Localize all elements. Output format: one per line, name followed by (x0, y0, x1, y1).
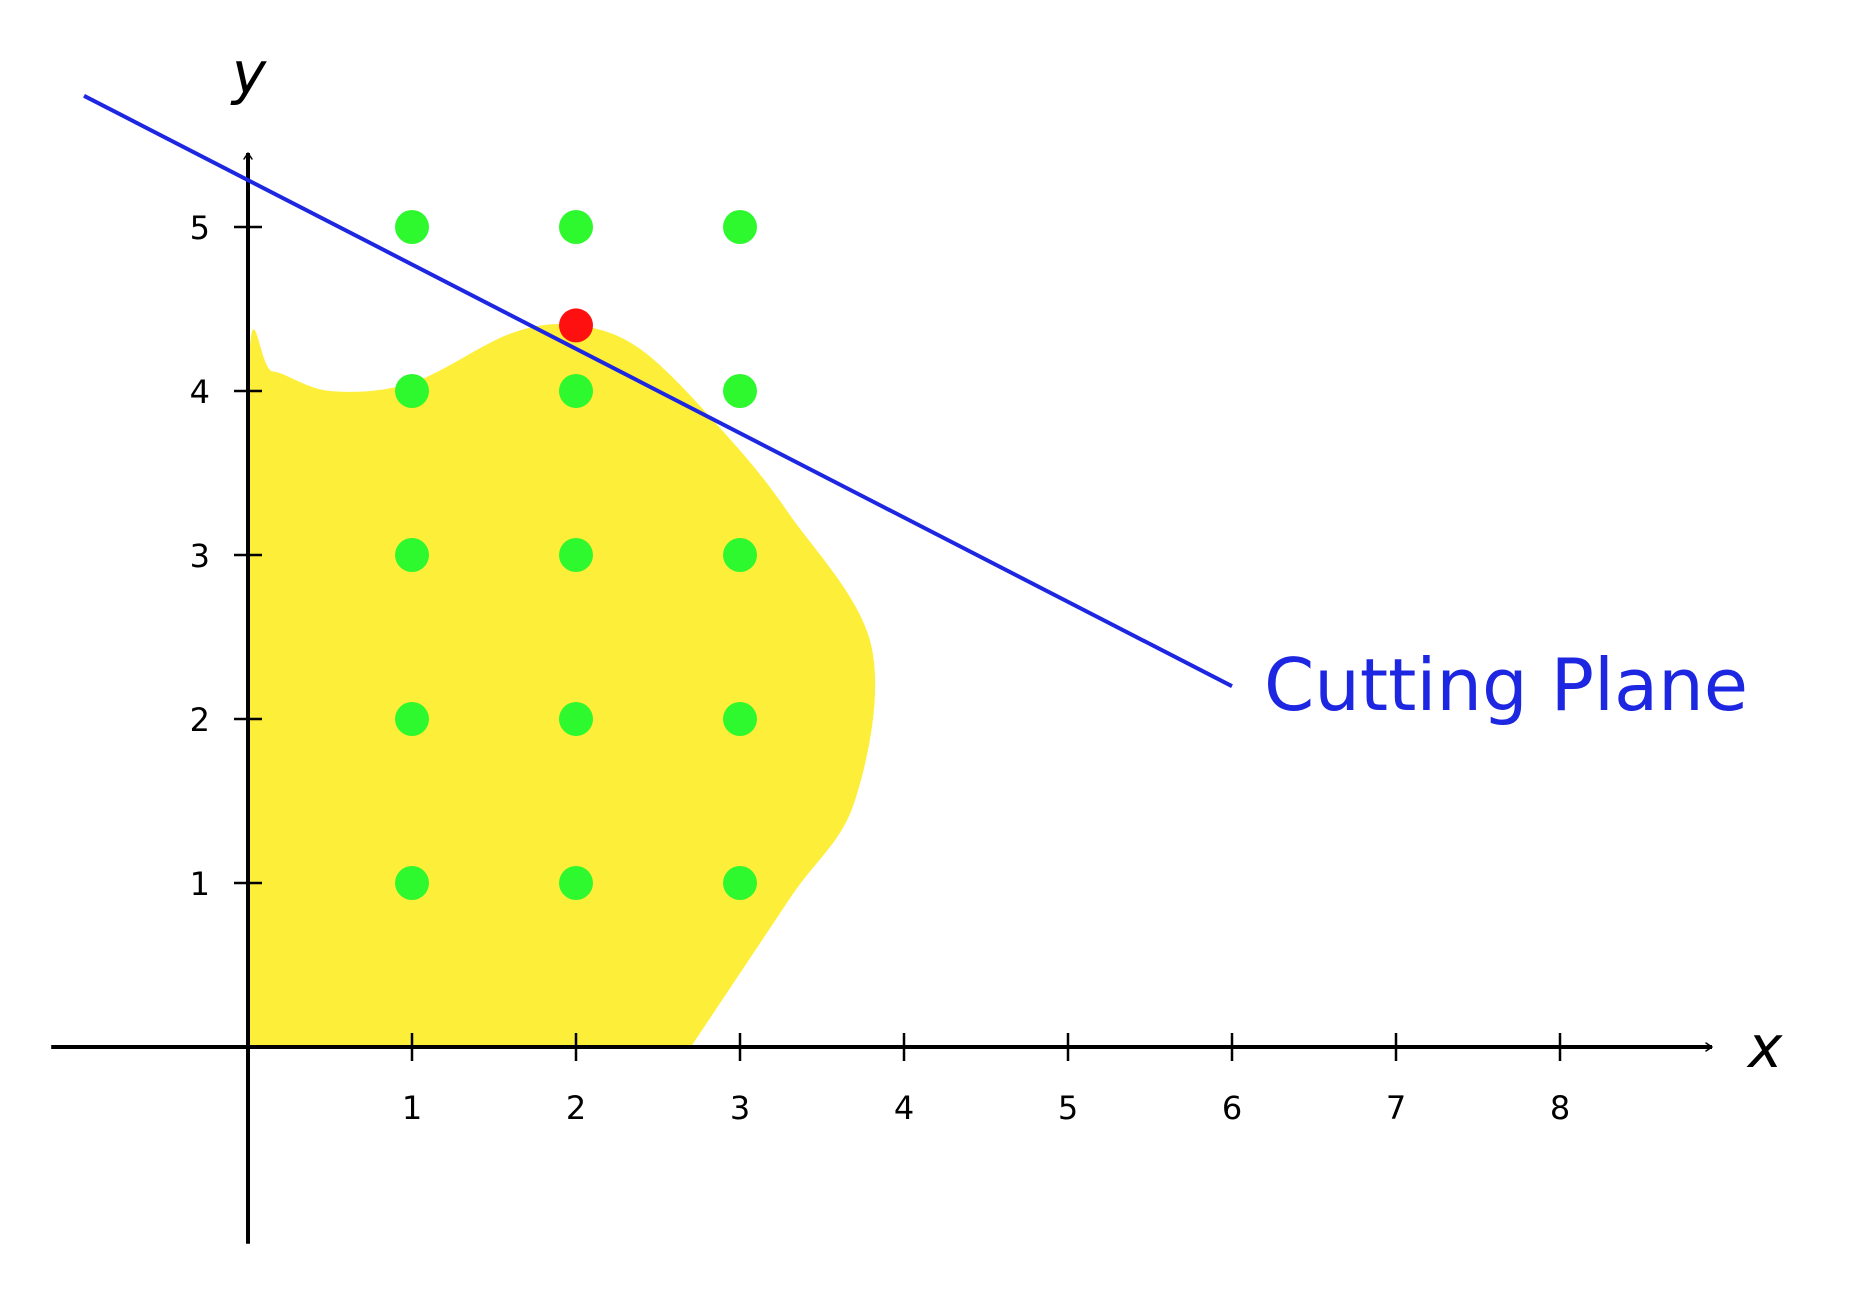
x-tick-label-6: 6 (1222, 1089, 1242, 1127)
integer-point-3-1 (723, 866, 757, 900)
integer-point-1-1 (395, 866, 429, 900)
x-tick-label-7: 7 (1386, 1089, 1406, 1127)
integer-point-3-3 (723, 538, 757, 572)
integer-point-2-4 (559, 374, 593, 408)
integer-point-3-4 (723, 374, 757, 408)
integer-point-2-3 (559, 538, 593, 572)
integer-point-3-5 (723, 210, 757, 244)
integer-point-3-2 (723, 702, 757, 736)
y-tick-label-3: 3 (190, 537, 210, 575)
integer-point-2-5 (559, 210, 593, 244)
integer-point-2-1 (559, 866, 593, 900)
y-tick-label-2: 2 (190, 701, 210, 739)
y-axis-label: y (230, 39, 267, 107)
x-tick-label-5: 5 (1058, 1089, 1078, 1127)
y-tick-label-5: 5 (190, 209, 210, 247)
y-tick-label-1: 1 (190, 865, 210, 903)
x-tick-label-8: 8 (1550, 1089, 1570, 1127)
integer-point-2-2 (559, 702, 593, 736)
x-tick-label-4: 4 (894, 1089, 914, 1127)
x-tick-label-1: 1 (402, 1089, 422, 1127)
integer-point-1-4 (395, 374, 429, 408)
lp-optimum-point (559, 308, 593, 343)
feasible-region (248, 324, 876, 1048)
cutting-plane-label: Cutting Plane (1264, 643, 1748, 727)
x-tick-label-2: 2 (566, 1089, 586, 1127)
integer-point-1-5 (395, 210, 429, 244)
integer-point-1-3 (395, 538, 429, 572)
x-axis-label: x (1746, 1013, 1783, 1081)
integer-point-1-2 (395, 702, 429, 736)
x-tick-label-3: 3 (730, 1089, 750, 1127)
cutting-plane-line (83, 94, 1233, 688)
y-tick-label-4: 4 (190, 373, 210, 411)
